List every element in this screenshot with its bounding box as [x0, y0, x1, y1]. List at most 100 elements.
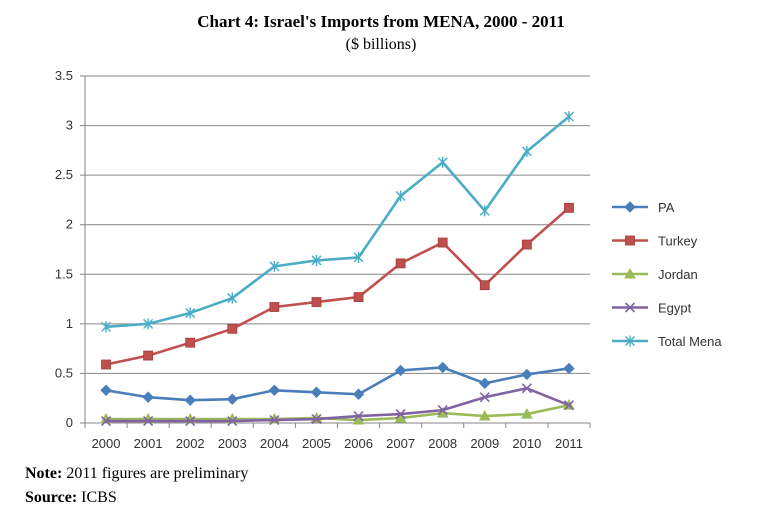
series-line [105, 366, 570, 402]
data-point [101, 359, 111, 370]
data-point [185, 415, 196, 427]
series-line [106, 386, 570, 423]
y-tick-label: 1.5 [55, 266, 73, 281]
y-tick-label: 2.5 [55, 167, 73, 182]
data-point [311, 413, 322, 425]
data-point [479, 280, 490, 291]
data-point [479, 377, 491, 390]
series-layer [100, 111, 575, 427]
legend-label: PA [658, 200, 675, 215]
data-point [437, 156, 448, 168]
data-point [311, 297, 322, 307]
data-point [563, 400, 575, 411]
x-tick-label: 2007 [386, 436, 415, 451]
x-tick-label: 2003 [218, 436, 247, 451]
data-point [563, 362, 575, 375]
data-point [184, 394, 196, 406]
x-tick-label: 2008 [428, 436, 457, 451]
series-total-mena [101, 111, 574, 333]
x-tick-label: 2000 [92, 436, 121, 451]
data-point [521, 383, 532, 394]
data-point [311, 254, 322, 266]
data-point [521, 145, 532, 157]
data-point [521, 408, 533, 419]
data-point [269, 260, 280, 272]
data-point [100, 384, 112, 396]
legend-label: Egypt [658, 301, 692, 316]
x-tick-label: 2001 [134, 436, 163, 451]
x-tick-label: 2011 [555, 436, 583, 451]
legend-item: Total Mena [612, 334, 722, 349]
series-line [105, 115, 570, 329]
legend-marker [625, 335, 635, 347]
data-point [100, 415, 112, 427]
data-point [142, 391, 154, 403]
data-point [395, 190, 406, 202]
chart-subtitle: ($ billions) [345, 36, 417, 53]
data-point [352, 388, 365, 400]
data-point [478, 410, 491, 421]
data-point [226, 393, 238, 405]
data-point [227, 415, 238, 427]
series-line [106, 403, 570, 422]
data-point [185, 337, 196, 348]
legend-label: Total Mena [658, 334, 722, 349]
y-tick-label: 0.5 [55, 365, 73, 380]
data-point [437, 361, 449, 374]
data-point [437, 405, 448, 416]
data-point [269, 302, 280, 312]
x-tick-label: 2005 [302, 436, 331, 451]
data-point [563, 111, 574, 123]
data-point [564, 202, 574, 213]
data-point [269, 414, 280, 426]
data-point [143, 415, 154, 427]
data-point [101, 321, 112, 333]
series-turkey [101, 202, 574, 370]
data-point [521, 239, 532, 250]
data-point [268, 384, 281, 396]
data-point [310, 386, 323, 398]
source-text: ICBS [77, 489, 117, 506]
data-point [479, 392, 490, 403]
legend-item: Egypt [612, 301, 692, 316]
legend-marker [624, 201, 636, 213]
legend-marker [625, 235, 635, 246]
legend-item: Jordan [612, 267, 698, 282]
source-footnote: Source: ICBS [25, 489, 117, 507]
legend-item: Turkey [612, 234, 698, 249]
legend: PA Turkey Jordan Egypt Total Mena [612, 200, 722, 349]
y-tick-label: 3.5 [55, 68, 73, 83]
source-label: Source: [25, 489, 78, 506]
grid-layer [85, 75, 590, 374]
x-tick-label: 2006 [344, 436, 373, 451]
data-point [353, 410, 364, 422]
x-tick-label: 2004 [260, 436, 289, 451]
legend-marker [624, 267, 636, 279]
y-tick-label: 2 [66, 217, 73, 232]
data-point [143, 350, 154, 361]
y-tick-label: 1 [66, 316, 73, 331]
series-pa [100, 361, 575, 406]
data-point [227, 323, 238, 334]
data-point [437, 237, 448, 248]
note-text: 2011 figures are preliminary [62, 465, 249, 482]
note-footnote: Note: 2011 figures are preliminary [25, 465, 248, 483]
data-point [353, 251, 364, 263]
note-label: Note: [25, 465, 63, 482]
x-tick-label: 2010 [512, 436, 541, 451]
y-tick-label: 3 [66, 118, 73, 133]
data-point [185, 307, 196, 319]
axis-layer: 0 0.5 1 1.5 2 2.5 3 3.5 2000 2001 2002 2003 2004 2005… [55, 68, 591, 451]
data-point [353, 292, 364, 302]
data-point [394, 364, 407, 377]
data-point [143, 318, 154, 330]
data-point [395, 409, 406, 420]
series-egypt [100, 383, 575, 427]
data-point [479, 205, 490, 217]
legend-label: Turkey [658, 234, 698, 249]
x-tick-label: 2009 [470, 436, 499, 451]
data-point [521, 368, 533, 381]
chart-title: Chart 4: Israel's Imports from MENA, 200… [197, 12, 565, 31]
legend-label: Jordan [658, 267, 698, 282]
